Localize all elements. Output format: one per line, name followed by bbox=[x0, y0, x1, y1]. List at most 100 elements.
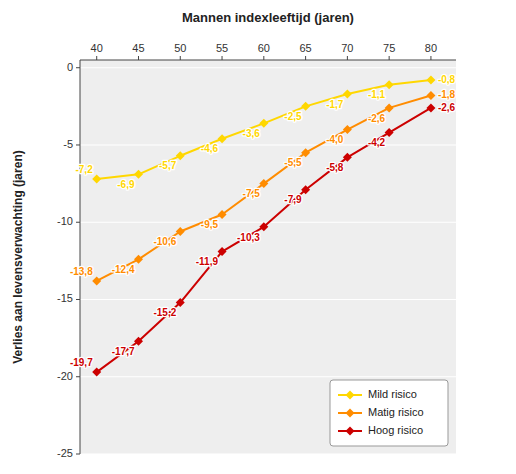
x-tick-label: 65 bbox=[299, 42, 311, 54]
legend-marker bbox=[346, 427, 355, 436]
grid-line bbox=[80, 67, 456, 68]
x-tick bbox=[180, 56, 181, 60]
data-point bbox=[385, 103, 394, 112]
series-line bbox=[97, 108, 431, 372]
x-tick-label: 70 bbox=[341, 42, 353, 54]
legend-label: Matig risico bbox=[368, 406, 424, 418]
data-label: -2,6 bbox=[368, 113, 386, 124]
data-label: -4,6 bbox=[201, 143, 219, 154]
data-label: -10,3 bbox=[237, 232, 260, 243]
data-label: -2,5 bbox=[284, 111, 302, 122]
plot-background bbox=[80, 60, 456, 454]
data-label: -9,5 bbox=[201, 219, 219, 230]
data-label: -4,0 bbox=[326, 134, 344, 145]
data-point bbox=[343, 153, 352, 162]
chart: 0-5-10-15-20-25404550556065707580Mannen … bbox=[0, 0, 516, 474]
grid-line bbox=[80, 299, 456, 300]
data-point bbox=[176, 151, 185, 160]
series-line bbox=[97, 80, 431, 179]
grid-line bbox=[80, 376, 456, 377]
data-label: -1,7 bbox=[326, 99, 344, 110]
data-label: -1,1 bbox=[368, 89, 386, 100]
data-label: -7,2 bbox=[75, 164, 93, 175]
y-tick-label: -15 bbox=[57, 292, 73, 304]
data-point bbox=[259, 119, 268, 128]
data-point bbox=[176, 227, 185, 236]
x-tick bbox=[222, 56, 223, 60]
legend-box bbox=[330, 380, 448, 446]
data-point bbox=[218, 134, 227, 143]
data-label: -2,6 bbox=[438, 102, 456, 113]
data-point bbox=[176, 298, 185, 307]
data-point bbox=[134, 255, 143, 264]
data-label: -19,7 bbox=[70, 357, 93, 368]
x-tick-label: 55 bbox=[216, 42, 228, 54]
data-label: -15,2 bbox=[153, 307, 176, 318]
x-tick bbox=[389, 56, 390, 60]
y-tick bbox=[76, 376, 80, 377]
data-point bbox=[259, 179, 268, 188]
data-label: -0,8 bbox=[438, 74, 456, 85]
x-tick bbox=[96, 56, 97, 60]
x-tick bbox=[305, 56, 306, 60]
data-point bbox=[301, 102, 310, 111]
data-point bbox=[343, 89, 352, 98]
y-tick-label: 0 bbox=[67, 61, 73, 73]
x-tick bbox=[263, 56, 264, 60]
legend-marker bbox=[346, 409, 355, 418]
y-tick bbox=[76, 222, 80, 223]
legend-label: Hoog risico bbox=[368, 424, 423, 436]
data-point bbox=[301, 148, 310, 157]
grid-line bbox=[80, 453, 456, 454]
data-label: -11,9 bbox=[196, 256, 219, 267]
data-point bbox=[426, 103, 435, 112]
x-tick-label: 80 bbox=[425, 42, 437, 54]
x-tick bbox=[138, 56, 139, 60]
y-axis: 0 -5 -10 -15 -20 -25 bbox=[57, 60, 456, 459]
y-tick-label: -20 bbox=[57, 370, 73, 382]
data-point bbox=[385, 80, 394, 89]
y-axis-line bbox=[80, 60, 81, 454]
x-tick-label: 40 bbox=[91, 42, 103, 54]
y-tick bbox=[76, 299, 80, 300]
data-point bbox=[92, 174, 101, 183]
data-point bbox=[426, 91, 435, 100]
data-label: -6,9 bbox=[117, 179, 135, 190]
data-label: -3,6 bbox=[243, 128, 261, 139]
data-label: -17,7 bbox=[112, 346, 135, 357]
data-point bbox=[218, 247, 227, 256]
legend: Mild risicoMatig risicoHoog risico bbox=[330, 380, 448, 446]
data-point bbox=[426, 76, 435, 85]
plot-data bbox=[92, 76, 435, 377]
data-label: -13,8 bbox=[70, 266, 93, 277]
data-label: -5,7 bbox=[159, 160, 177, 171]
y-axis-title: Verlies aan levensverwachting (jaren) bbox=[11, 150, 25, 363]
data-label: -4,2 bbox=[368, 137, 386, 148]
y-tick-label: -25 bbox=[57, 447, 73, 459]
x-tick-label: 50 bbox=[174, 42, 186, 54]
legend-marker bbox=[346, 391, 355, 400]
data-point bbox=[134, 337, 143, 346]
data-label: -5,8 bbox=[326, 162, 344, 173]
data-label: -5,5 bbox=[284, 157, 302, 168]
data-label: -12,4 bbox=[112, 264, 135, 275]
data-point bbox=[92, 276, 101, 285]
x-tick bbox=[347, 56, 348, 60]
y-tick-label: -5 bbox=[63, 138, 73, 150]
x-axis-title: Mannen indexleeftijd (jaren) bbox=[182, 10, 354, 25]
data-point bbox=[343, 125, 352, 134]
x-axis-line bbox=[80, 60, 456, 61]
y-tick bbox=[76, 144, 80, 145]
data-point bbox=[259, 222, 268, 231]
y-tick-label: -10 bbox=[57, 215, 73, 227]
x-axis: 404550556065707580 bbox=[80, 42, 456, 60]
data-point bbox=[218, 210, 227, 219]
data-label: -1,8 bbox=[438, 89, 456, 100]
x-tick-label: 45 bbox=[132, 42, 144, 54]
data-point bbox=[134, 170, 143, 179]
x-tick bbox=[430, 56, 431, 60]
data-point bbox=[385, 128, 394, 137]
data-label: -7,5 bbox=[243, 188, 261, 199]
data-point bbox=[92, 368, 101, 377]
x-tick-label: 75 bbox=[383, 42, 395, 54]
